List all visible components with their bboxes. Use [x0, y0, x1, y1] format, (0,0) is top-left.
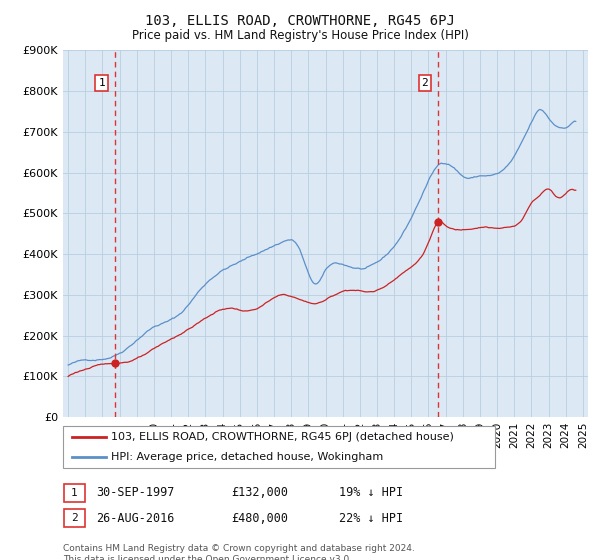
Text: Price paid vs. HM Land Registry's House Price Index (HPI): Price paid vs. HM Land Registry's House … — [131, 29, 469, 42]
Text: 103, ELLIS ROAD, CROWTHORNE, RG45 6PJ (detached house): 103, ELLIS ROAD, CROWTHORNE, RG45 6PJ (d… — [110, 432, 454, 442]
Text: HPI: Average price, detached house, Wokingham: HPI: Average price, detached house, Woki… — [110, 452, 383, 462]
FancyBboxPatch shape — [64, 509, 85, 527]
Text: 2: 2 — [71, 513, 78, 523]
Text: 26-AUG-2016: 26-AUG-2016 — [96, 511, 175, 525]
FancyBboxPatch shape — [63, 426, 495, 468]
Text: Contains HM Land Registry data © Crown copyright and database right 2024.
This d: Contains HM Land Registry data © Crown c… — [63, 544, 415, 560]
Text: 22% ↓ HPI: 22% ↓ HPI — [339, 511, 403, 525]
Text: 1: 1 — [71, 488, 78, 498]
Text: £132,000: £132,000 — [231, 486, 288, 500]
Text: 103, ELLIS ROAD, CROWTHORNE, RG45 6PJ: 103, ELLIS ROAD, CROWTHORNE, RG45 6PJ — [145, 14, 455, 28]
FancyBboxPatch shape — [64, 484, 85, 502]
Text: 30-SEP-1997: 30-SEP-1997 — [96, 486, 175, 500]
Text: 2: 2 — [421, 78, 428, 88]
Text: £480,000: £480,000 — [231, 511, 288, 525]
Text: 1: 1 — [98, 78, 105, 88]
Text: 19% ↓ HPI: 19% ↓ HPI — [339, 486, 403, 500]
